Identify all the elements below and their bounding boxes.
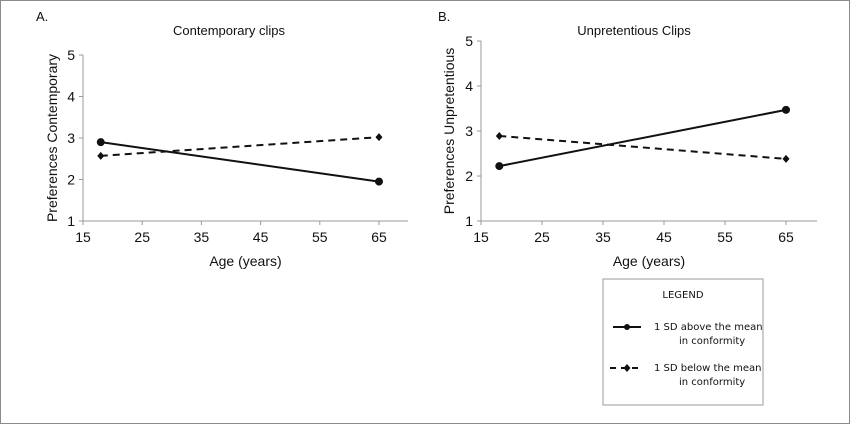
- x-axis-label: Age (years): [209, 253, 281, 269]
- series-below-line: [100, 136, 380, 157]
- legend-circle-marker: [624, 324, 630, 330]
- x-tick-label: 55: [717, 229, 733, 245]
- x-tick-label: 65: [371, 229, 387, 245]
- y-tick-label: 4: [67, 89, 75, 105]
- y-tick-label: 5: [465, 33, 473, 49]
- panel-label: B.: [438, 9, 450, 24]
- x-tick-label: 45: [253, 229, 269, 245]
- legend-item-below-line1: 1 SD below the mean: [654, 363, 761, 374]
- x-tick-label: 45: [656, 229, 672, 245]
- legend-box: [602, 278, 764, 406]
- y-tick-label: 3: [465, 123, 473, 139]
- series-above-line: [499, 108, 787, 168]
- x-tick-label: 15: [75, 229, 91, 245]
- legend-title: LEGEND: [662, 290, 703, 301]
- x-tick-label: 35: [595, 229, 611, 245]
- y-tick-label: 2: [465, 168, 473, 184]
- legend-item-below-line2: in conformity: [679, 377, 745, 388]
- chart-title: Contemporary clips: [173, 23, 285, 38]
- x-tick-label: 15: [473, 229, 489, 245]
- data-point-below: [97, 151, 105, 160]
- legend: LEGEND 1 SD above the mean in conformity…: [602, 278, 764, 406]
- y-tick-label: 1: [67, 213, 75, 229]
- panel-label: A.: [36, 9, 48, 24]
- legend-item-above-line2: in conformity: [679, 336, 745, 347]
- series-below-line: [499, 134, 787, 160]
- legend-diamond-marker: [623, 364, 631, 372]
- data-point-below: [495, 131, 503, 140]
- data-point-above: [96, 138, 105, 147]
- chart-title: Unpretentious Clips: [577, 23, 691, 38]
- legend-item-above-line1: 1 SD above the mean: [654, 322, 763, 333]
- data-point-above: [782, 105, 790, 114]
- y-axis-label: Preferences Contemporary: [44, 54, 60, 222]
- x-tick-label: 25: [534, 229, 550, 245]
- x-tick-label: 25: [134, 229, 150, 245]
- y-tick-label: 2: [67, 172, 75, 188]
- y-tick-label: 5: [67, 47, 75, 63]
- data-point-below: [782, 154, 790, 163]
- x-tick-label: 35: [194, 229, 210, 245]
- data-point-above: [375, 177, 383, 186]
- legend-item-above: 1 SD above the mean in conformity: [613, 322, 763, 347]
- series-above-line: [100, 141, 380, 183]
- legend-item-below: 1 SD below the mean in conformity: [610, 363, 761, 388]
- data-point-below: [375, 133, 383, 142]
- data-point-above: [495, 162, 504, 171]
- y-tick-label: 1: [465, 213, 473, 229]
- y-tick-label: 4: [465, 78, 473, 94]
- x-axis-label: Age (years): [613, 253, 685, 269]
- x-tick-label: 55: [312, 229, 328, 245]
- y-tick-label: 3: [67, 130, 75, 146]
- y-axis-label: Preferences Unpretentious: [441, 48, 457, 215]
- x-tick-label: 65: [778, 229, 794, 245]
